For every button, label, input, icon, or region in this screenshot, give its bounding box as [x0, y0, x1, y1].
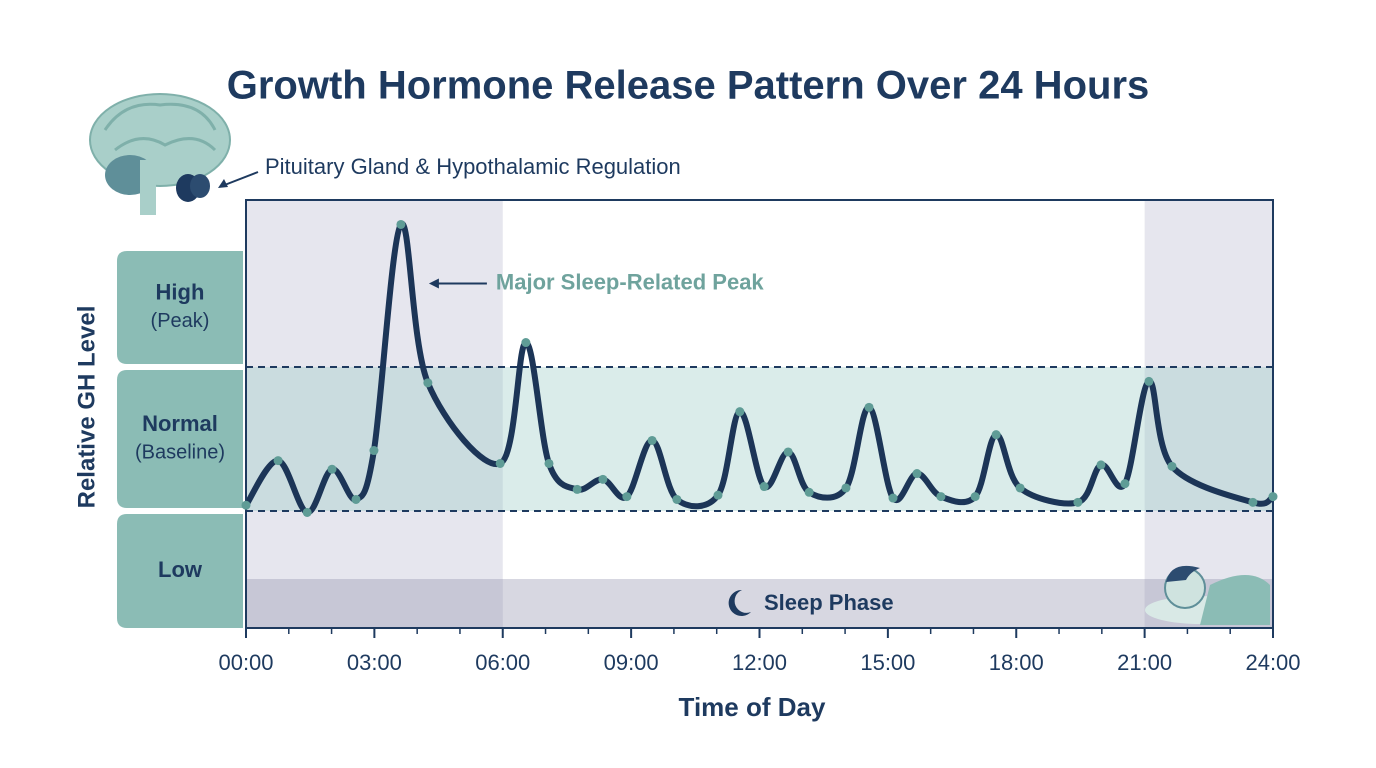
x-tick-label: 09:00 — [604, 650, 659, 675]
data-point — [302, 507, 312, 517]
data-point — [1268, 492, 1278, 502]
data-point — [888, 493, 898, 503]
data-point — [672, 494, 682, 504]
level-label: Low — [158, 557, 203, 582]
normal-band — [246, 367, 1273, 511]
chart-title: Growth Hormone Release Pattern Over 24 H… — [227, 64, 1150, 108]
data-point — [783, 447, 793, 457]
arrow-head — [218, 179, 228, 188]
data-point — [1120, 479, 1130, 489]
level-label: Normal — [142, 411, 218, 436]
data-point — [273, 456, 283, 466]
sleep-shade — [246, 200, 503, 628]
x-tick-label: 06:00 — [475, 650, 530, 675]
x-tick-label: 00:00 — [218, 650, 273, 675]
level-note: (Baseline) — [135, 441, 225, 463]
x-axis-label: Time of Day — [679, 692, 826, 722]
annotation-arrow-head — [428, 278, 439, 289]
data-point — [864, 402, 874, 412]
data-point — [521, 338, 531, 348]
data-point — [735, 407, 745, 417]
data-point — [936, 492, 946, 502]
data-point — [544, 458, 554, 468]
sleep-phase-label: Sleep Phase — [764, 590, 894, 615]
data-point — [841, 483, 851, 493]
brain-icon — [89, 93, 231, 215]
moon-icon — [728, 589, 751, 616]
data-point — [1248, 497, 1258, 507]
data-point — [423, 378, 433, 388]
level-box — [117, 370, 243, 508]
body — [1200, 575, 1270, 625]
data-point — [622, 492, 632, 502]
x-tick-label: 03:00 — [347, 650, 402, 675]
x-tick-label: 18:00 — [989, 650, 1044, 675]
data-point — [598, 474, 608, 484]
sleeping-person-icon — [1145, 565, 1270, 625]
data-point — [351, 494, 361, 504]
x-tick-label: 12:00 — [732, 650, 787, 675]
annotation: Major Sleep-Related Peak — [496, 269, 765, 294]
data-point — [327, 464, 337, 474]
level-box — [117, 514, 243, 628]
sleep-phase-strip — [246, 579, 1273, 628]
x-tick-label: 21:00 — [1117, 650, 1172, 675]
subtitle-arrow — [221, 171, 259, 187]
data-point — [970, 492, 980, 502]
data-point — [495, 458, 505, 468]
data-point — [713, 490, 723, 500]
data-point — [369, 446, 379, 456]
data-point — [1073, 497, 1083, 507]
data-point — [1144, 376, 1154, 386]
y-axis-label: Relative GH Level — [73, 306, 100, 509]
level-label: High — [156, 279, 205, 304]
sleep-shade — [1144, 200, 1273, 628]
data-point — [572, 484, 582, 494]
hair — [1166, 565, 1200, 582]
data-point — [396, 219, 406, 229]
data-point — [804, 487, 814, 497]
data-point — [241, 500, 251, 510]
data-point — [1096, 460, 1106, 470]
data-point — [1015, 483, 1025, 493]
data-point — [991, 430, 1001, 440]
data-point — [912, 469, 922, 479]
level-note: (Peak) — [151, 310, 210, 332]
subtitle: Pituitary Gland & Hypothalamic Regulatio… — [265, 154, 681, 179]
x-tick-label: 15:00 — [860, 650, 915, 675]
level-box — [117, 251, 243, 364]
data-point — [647, 435, 657, 445]
data-point — [759, 482, 769, 492]
data-point — [1167, 461, 1177, 471]
x-tick-label: 24:00 — [1245, 650, 1300, 675]
